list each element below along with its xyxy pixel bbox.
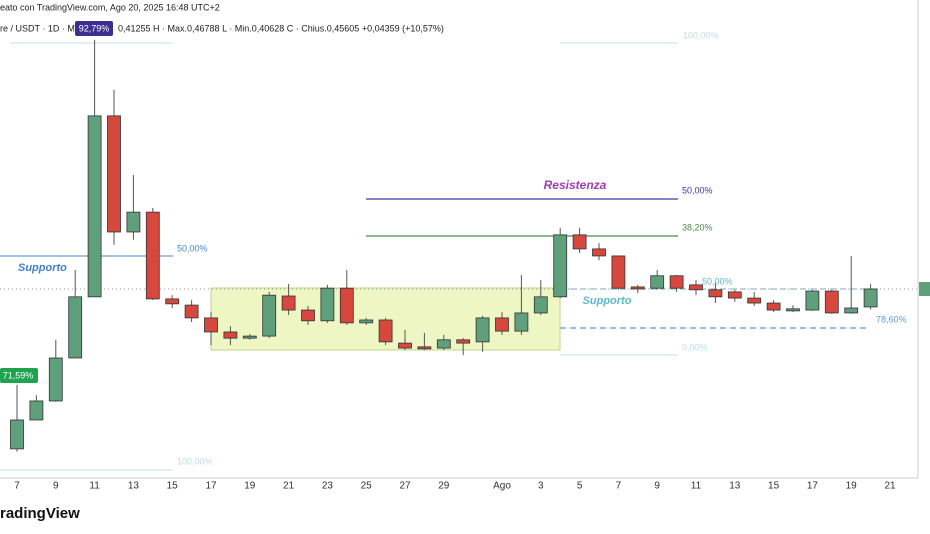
level-label: 78,60% bbox=[876, 314, 907, 324]
annotation: Supporto bbox=[18, 262, 67, 274]
candle-body bbox=[514, 312, 529, 332]
candle-body bbox=[475, 317, 490, 343]
x-tick-label: 15 bbox=[167, 481, 179, 492]
level-label: 50,00% bbox=[702, 276, 733, 286]
x-tick-label: 9 bbox=[654, 481, 660, 492]
flag bbox=[75, 21, 113, 36]
annotation: Resistenza bbox=[544, 178, 607, 192]
candle-body bbox=[29, 400, 44, 421]
flag bbox=[0, 368, 38, 383]
candle-body bbox=[844, 307, 859, 314]
candle-body bbox=[553, 234, 568, 298]
x-tick-label: 19 bbox=[244, 481, 256, 492]
x-tick-label: 21 bbox=[884, 481, 896, 492]
header: re / USDT · 1D · MEX bbox=[0, 23, 87, 33]
x-tick-label: 19 bbox=[846, 481, 858, 492]
x-tick-label: 29 bbox=[438, 481, 450, 492]
candle-body bbox=[378, 319, 393, 343]
candle-body bbox=[863, 288, 878, 308]
x-tick-label: 17 bbox=[205, 481, 217, 492]
logo: radingView bbox=[0, 505, 80, 522]
candle-body bbox=[165, 298, 180, 305]
candle-body bbox=[824, 290, 839, 314]
candle-body bbox=[242, 335, 257, 339]
candle-body bbox=[281, 295, 296, 311]
x-tick-label: 11 bbox=[89, 481, 100, 492]
x-tick-label: 27 bbox=[399, 481, 411, 492]
candle-body bbox=[126, 211, 141, 233]
x-tick-label: 7 bbox=[14, 481, 20, 492]
x-tick-label: 13 bbox=[729, 481, 741, 492]
x-tick-label: 7 bbox=[616, 481, 622, 492]
candle-body bbox=[611, 255, 626, 289]
candle-body bbox=[669, 275, 684, 289]
candle-body bbox=[766, 302, 781, 311]
x-tick-label: 11 bbox=[691, 481, 702, 492]
candle-body bbox=[456, 339, 471, 344]
candle-body bbox=[747, 297, 762, 304]
candle-body bbox=[495, 317, 509, 332]
candle-body bbox=[107, 115, 121, 233]
header: 0,41255 H · Max.0,46788 L · Min.0,40628 … bbox=[118, 23, 444, 33]
x-tick-label: 23 bbox=[322, 481, 334, 492]
x-tick-label: 25 bbox=[361, 481, 373, 492]
candle-body bbox=[301, 309, 315, 322]
candle-body bbox=[262, 294, 277, 337]
level-label: 50,00% bbox=[682, 185, 713, 195]
candle-body bbox=[727, 291, 742, 299]
candle-body bbox=[417, 346, 432, 350]
flag-label: 92,79% bbox=[79, 23, 110, 33]
candle-body bbox=[708, 289, 723, 298]
candle-body bbox=[339, 287, 354, 324]
candles bbox=[10, 39, 878, 452]
level-label: 0,00% bbox=[682, 342, 708, 352]
x-tick-label: Ago bbox=[493, 481, 511, 492]
candle-body bbox=[650, 275, 665, 289]
x-tick-label: 5 bbox=[577, 481, 583, 492]
candle-body bbox=[10, 419, 24, 450]
header: eato con TradingView.com, Ago 20, 2025 1… bbox=[0, 2, 220, 12]
candle-body bbox=[592, 248, 606, 257]
candle-body bbox=[320, 287, 335, 322]
x-tick-label: 15 bbox=[768, 481, 780, 492]
flag-label: 71,59% bbox=[3, 370, 34, 380]
level-label: 100,00% bbox=[683, 30, 719, 40]
x-tick-label: 13 bbox=[128, 481, 140, 492]
candle-body bbox=[184, 304, 199, 319]
level-label: 100,00% bbox=[177, 456, 213, 466]
x-tick-label: 21 bbox=[283, 481, 295, 492]
candle-body bbox=[689, 284, 703, 291]
candle-body bbox=[436, 339, 451, 349]
candle-body bbox=[48, 357, 63, 402]
candle-body bbox=[145, 211, 160, 300]
candle-body bbox=[786, 308, 800, 312]
candle-body bbox=[630, 286, 645, 290]
level-label: 38,20% bbox=[682, 222, 713, 232]
x-tick-label: 17 bbox=[807, 481, 819, 492]
candle-body bbox=[572, 234, 587, 250]
candle-body bbox=[204, 317, 218, 333]
annotation: Supporto bbox=[583, 295, 632, 307]
candle-body bbox=[87, 115, 102, 298]
candle-body bbox=[533, 296, 548, 314]
price-tag bbox=[919, 282, 930, 296]
x-tick-label: 9 bbox=[53, 481, 59, 492]
candle-body bbox=[359, 319, 374, 324]
candle-body bbox=[223, 331, 238, 339]
candle-body bbox=[68, 296, 83, 359]
candle-body bbox=[398, 342, 412, 349]
candle-body bbox=[805, 290, 820, 311]
x-tick-label: 3 bbox=[538, 481, 544, 492]
level-label: 50,00% bbox=[177, 243, 208, 253]
